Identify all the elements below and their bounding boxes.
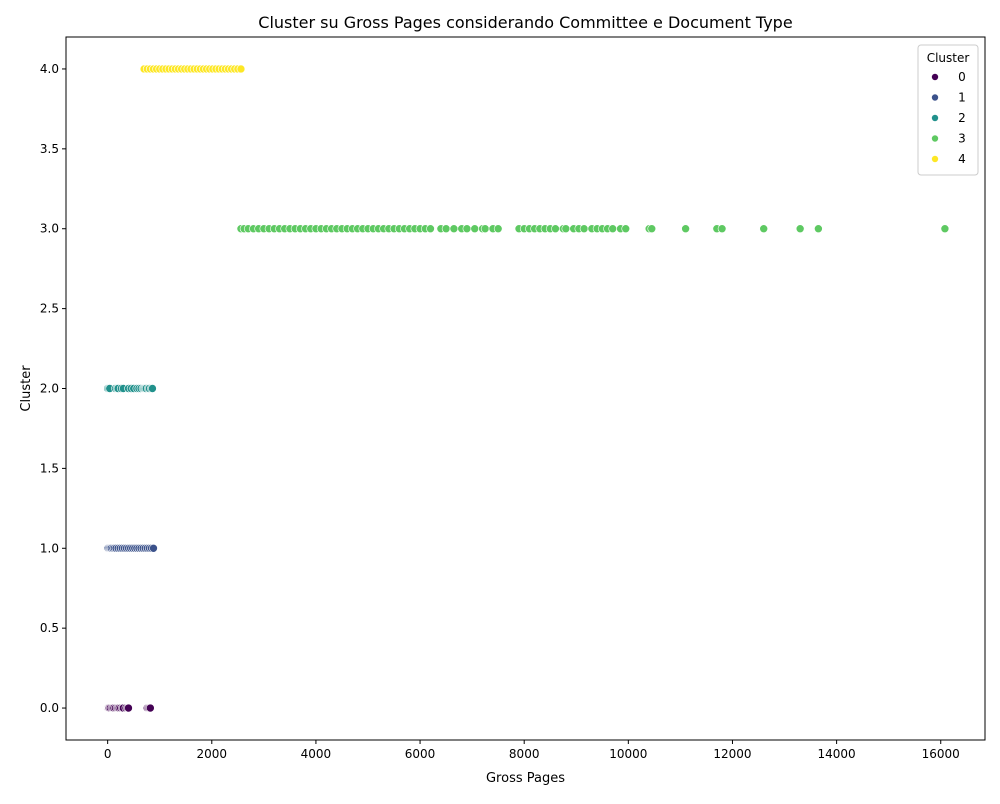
data-point-cluster-3 [579, 224, 589, 234]
y-axis-label: Cluster [19, 365, 34, 412]
x-tick-label: 4000 [301, 747, 332, 761]
legend-title: Cluster [927, 51, 970, 65]
x-axis-label: Gross Pages [486, 771, 565, 786]
data-point-cluster-3 [814, 224, 823, 234]
x-tick-label: 12000 [713, 747, 751, 761]
data-point-cluster-3 [449, 224, 459, 234]
legend-label-0: 0 [958, 70, 966, 84]
data-point-cluster-1 [149, 543, 158, 553]
y-axis-ticks: 0.0 0.5 1.0 1.5 2.0 2.5 3.0 3.5 4.0 [40, 62, 66, 715]
data-point-cluster-3 [493, 224, 503, 234]
legend-marker-3 [931, 134, 939, 143]
x-tick-label: 8000 [509, 747, 540, 761]
legend-label-3: 3 [958, 132, 966, 146]
y-tick-label: 2.0 [40, 382, 59, 396]
data-point-cluster-3 [647, 224, 657, 234]
x-tick-label: 0 [104, 747, 112, 761]
data-point-cluster-3 [480, 224, 490, 234]
y-tick-label: 1.0 [40, 541, 59, 555]
legend-label-1: 1 [958, 91, 966, 105]
data-point-cluster-3 [426, 224, 435, 234]
data-point-cluster-0 [124, 703, 133, 713]
data-point-cluster-3 [441, 224, 451, 234]
data-point-cluster-3 [561, 224, 571, 234]
x-tick-label: 6000 [405, 747, 436, 761]
x-tick-label: 16000 [922, 747, 960, 761]
data-point-cluster-3 [608, 224, 618, 234]
axes-frame [65, 36, 986, 741]
legend-entries: 0 1 2 3 4 [931, 70, 966, 166]
x-tick-label: 10000 [609, 747, 647, 761]
y-tick-label: 0.5 [40, 621, 59, 635]
plot-area [65, 36, 986, 741]
data-point-cluster-4 [236, 64, 246, 74]
data-point-cluster-0 [146, 703, 155, 713]
data-point-cluster-2 [148, 384, 157, 393]
data-point-cluster-3 [795, 224, 805, 234]
chart-title: Cluster su Gross Pages considerando Comm… [258, 13, 792, 32]
data-point-cluster-3 [681, 224, 690, 234]
x-tick-label: 2000 [197, 747, 228, 761]
legend-marker-0 [931, 73, 939, 81]
y-tick-label: 2.5 [40, 302, 59, 316]
data-point-cluster-3 [621, 224, 631, 234]
legend-marker-1 [931, 93, 939, 102]
data-point-cluster-3 [462, 224, 472, 234]
points-layer [103, 64, 950, 713]
data-point-cluster-3 [551, 224, 560, 234]
y-tick-label: 3.0 [40, 222, 59, 236]
legend-label-2: 2 [958, 111, 966, 125]
data-point-cluster-3 [940, 224, 950, 234]
data-point-cluster-3 [717, 224, 727, 234]
y-tick-label: 1.5 [40, 461, 59, 475]
x-axis-ticks: 0 2000 4000 6000 8000 10000 12000 14000 16000 [104, 740, 960, 761]
x-tick-label: 14000 [818, 747, 856, 761]
y-tick-label: 4.0 [40, 62, 59, 76]
data-point-cluster-3 [759, 224, 769, 234]
legend-marker-4 [931, 155, 939, 163]
legend-marker-2 [931, 114, 939, 122]
y-tick-label: 0.0 [40, 701, 59, 715]
data-point-cluster-3 [470, 224, 480, 234]
legend-label-4: 4 [958, 152, 966, 166]
y-tick-label: 3.5 [40, 142, 59, 156]
legend: Cluster 0 1 2 3 4 [917, 44, 979, 176]
